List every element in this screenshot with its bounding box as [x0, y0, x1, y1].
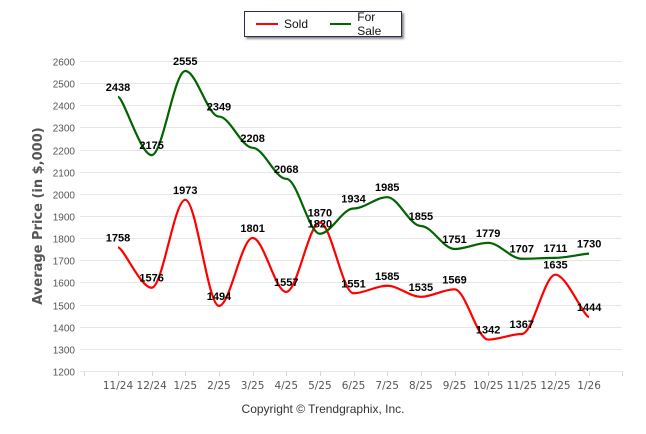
data-label: 1855: [409, 211, 433, 223]
data-label: 2175: [139, 140, 163, 152]
x-tick-label: 12/25: [540, 380, 570, 392]
y-tick-label: 2300: [53, 124, 76, 135]
x-tick-label: 1/26: [577, 380, 601, 392]
data-label: 2068: [274, 164, 298, 176]
legend-item-sold[interactable]: Sold: [256, 17, 308, 31]
y-tick-label: 1200: [53, 368, 76, 379]
data-label: 1985: [375, 182, 399, 194]
data-label: 1973: [173, 185, 197, 197]
y-axis-ticks: 1200 1300 1400 1500 1600 1700 1800 1900 2000 2100…: [53, 58, 76, 379]
y-tick-label: 2200: [53, 147, 76, 158]
y-axis-title: Average Price (in $,000): [31, 127, 46, 304]
data-label: 1576: [139, 273, 163, 285]
y-tick-label: 1300: [53, 346, 76, 357]
y-tick-label: 1500: [53, 302, 76, 313]
x-tick-label: 10/25: [473, 380, 503, 392]
x-tick-label: 8/25: [409, 380, 433, 392]
y-tick-label: 2600: [53, 58, 76, 69]
data-label: 2208: [240, 133, 264, 145]
data-label: 1635: [543, 260, 567, 272]
data-label: 1535: [409, 282, 433, 294]
data-label: 1779: [476, 228, 500, 240]
legend: Sold For Sale: [244, 10, 402, 38]
data-label: 1557: [274, 277, 298, 289]
series-line-for-sale: [116, 69, 590, 260]
data-label: 1801: [240, 223, 264, 235]
data-label: 1870: [308, 208, 332, 220]
x-tick-label: 6/25: [342, 380, 366, 392]
x-tick-label: 3/25: [241, 380, 265, 392]
legend-swatch-sold: [256, 23, 278, 25]
data-label: 1367: [510, 319, 534, 331]
x-axis: 11/24 12/24 1/25 2/25 3/25 4/25 5/25 6/25 7/25 8/…: [84, 371, 623, 392]
y-tick-label: 1700: [53, 257, 76, 268]
legend-label-sold: Sold: [284, 17, 309, 31]
copyright-footer: Copyright © Trendgraphix, Inc.: [241, 402, 405, 416]
data-label: 1342: [476, 325, 500, 337]
data-label: 2555: [173, 56, 197, 68]
y-tick-label: 1900: [53, 213, 76, 224]
data-label: 1585: [375, 271, 399, 283]
y-tick-label: 1600: [53, 279, 76, 290]
x-tick-label: 11/24: [103, 380, 134, 392]
y-tick-label: 2000: [53, 191, 76, 202]
y-tick-label: 2100: [53, 169, 76, 180]
x-tick-label: 7/25: [375, 380, 399, 392]
x-tick-label: 5/25: [308, 380, 332, 392]
x-tick-label: 4/25: [274, 380, 298, 392]
series-lines: [116, 69, 590, 341]
y-tick-label: 2500: [53, 80, 76, 91]
data-label: 1494: [207, 291, 232, 303]
data-label: 1730: [577, 239, 601, 251]
data-label: 1820: [308, 219, 332, 231]
data-label: 1569: [442, 274, 466, 286]
legend-swatch-for-sale: [330, 23, 352, 25]
y-tick-label: 2400: [53, 102, 76, 113]
data-label: 1711: [544, 243, 568, 255]
data-label: 1444: [577, 302, 602, 314]
legend-label-for-sale: For Sale: [357, 10, 382, 38]
legend-item-for-sale[interactable]: For Sale: [330, 10, 401, 38]
x-tick-label: 11/25: [507, 380, 537, 392]
x-tick-label: 1/25: [174, 380, 198, 392]
y-tick-label: 1400: [53, 324, 76, 335]
data-labels: 1758 1576 1973 1494 1801 1557 1870 1551 1585 1535…: [106, 56, 602, 337]
x-tick-label: 2/25: [207, 380, 231, 392]
data-label: 1707: [510, 244, 534, 256]
gridlines: [80, 61, 622, 372]
data-label: 2349: [207, 102, 231, 114]
data-label: 1758: [106, 232, 130, 244]
data-label: 1551: [341, 278, 365, 290]
data-label: 1934: [341, 193, 366, 205]
x-tick-label: 12/24: [137, 380, 168, 392]
y-tick-label: 1800: [53, 235, 76, 246]
x-tick-label: 9/25: [443, 380, 467, 392]
data-label: 2438: [106, 82, 130, 94]
data-label: 1751: [442, 234, 466, 246]
series-line-sold: [117, 198, 590, 341]
